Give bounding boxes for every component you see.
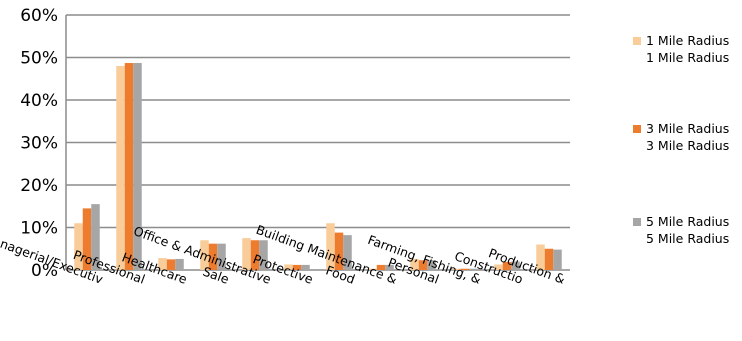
- bar-1-2: [116, 66, 125, 270]
- legend: 1 Mile Radius 1 Mile Radius 3 Mile Radius 3…: [633, 33, 729, 246]
- bar-1-3: [158, 258, 167, 270]
- bar-2-7: [334, 232, 344, 270]
- y-tick-label: 60%: [20, 6, 58, 26]
- bar-3-3: [175, 258, 184, 270]
- bar-2-8: [376, 264, 386, 270]
- bar-2-1: [82, 208, 92, 270]
- bar-1-10: [452, 268, 461, 270]
- bar-1-1: [74, 223, 83, 270]
- bar-1-9: [410, 258, 419, 270]
- bar-2-4: [208, 243, 218, 270]
- bars: [74, 63, 562, 271]
- legend-sublabel: 1 Mile Radius: [646, 50, 729, 65]
- bar-1-7: [326, 223, 335, 270]
- legend-sublabel: 3 Mile Radius: [646, 138, 729, 153]
- bar-3-8: [385, 264, 394, 270]
- bar-2-2: [124, 63, 134, 271]
- gridlines: [66, 14, 570, 271]
- bar-3-5: [259, 240, 268, 270]
- bar-1-5: [242, 238, 251, 270]
- y-tick-label: 30%: [20, 134, 58, 154]
- bar-3-11: [511, 261, 520, 270]
- bar-3-1: [91, 204, 100, 270]
- bar-2-5: [250, 240, 260, 270]
- bar-1-11: [494, 264, 503, 270]
- bar-2-9: [418, 260, 428, 270]
- bar-1-6: [284, 264, 293, 270]
- bar-1-12: [536, 244, 545, 270]
- y-tick-label: 20%: [20, 176, 58, 196]
- y-tick-label: 0%: [31, 261, 58, 281]
- legend-swatch-3: [633, 218, 641, 226]
- bar-3-4: [217, 243, 226, 270]
- bar-3-12: [553, 249, 562, 270]
- bar-2-12: [544, 248, 554, 270]
- legend-swatch-1: [633, 37, 641, 45]
- bar-2-10: [460, 268, 470, 270]
- bar-1-4: [200, 240, 209, 270]
- bar-1-8: [368, 268, 377, 270]
- legend-label: 1 Mile Radius: [646, 33, 729, 48]
- legend-label: 5 Mile Radius: [646, 214, 729, 229]
- bar-2-11: [502, 261, 512, 270]
- y-tick-label: 10%: [20, 219, 58, 239]
- bar-3-6: [301, 264, 310, 270]
- y-tick-label: 40%: [20, 91, 58, 111]
- legend-sublabel: 5 Mile Radius: [646, 231, 729, 246]
- bar-2-6: [292, 264, 302, 270]
- bar-3-9: [427, 260, 436, 270]
- legend-swatch-2: [633, 125, 641, 133]
- bar-3-7: [343, 235, 352, 270]
- bar-3-10: [469, 268, 478, 270]
- bar-3-2: [133, 63, 142, 271]
- legend-label: 3 Mile Radius: [646, 121, 729, 136]
- bar-2-3: [166, 259, 176, 270]
- y-tick-label: 50%: [20, 49, 58, 69]
